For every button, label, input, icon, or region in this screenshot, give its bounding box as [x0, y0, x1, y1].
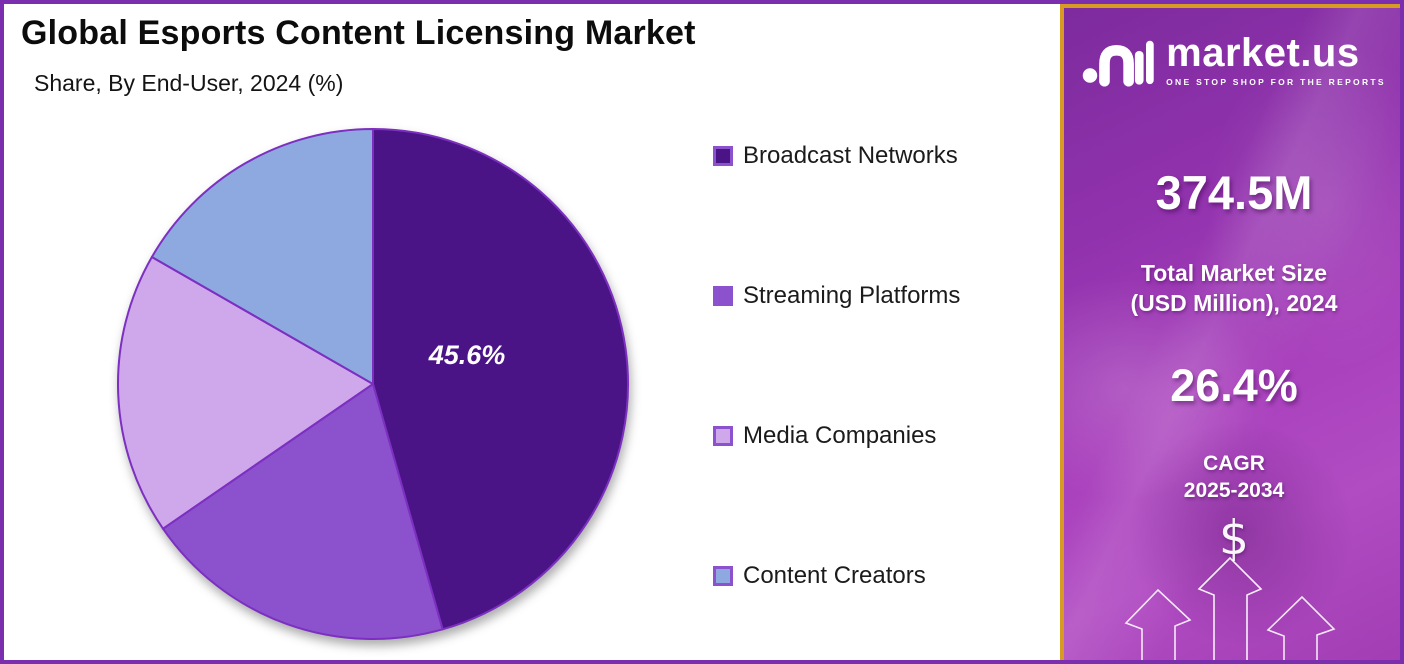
cagr-label-line2: 2025-2034	[1183, 479, 1285, 503]
legend-item-streaming-platforms: Streaming Platforms	[713, 275, 960, 317]
marketus-logo-icon	[1082, 40, 1154, 87]
pie-chart	[117, 128, 629, 640]
cagr-label: CAGR 2025-2034	[1064, 450, 1400, 505]
total-market-size-label-line2: (USD Million), 2024	[1130, 290, 1338, 317]
page-title: Global Esports Content Licensing Market	[21, 14, 696, 52]
legend-swatch-icon	[713, 146, 733, 166]
growth-arrows-icon	[1124, 556, 1336, 660]
legend-label: Broadcast Networks	[743, 142, 958, 169]
legend-item-media-companies: Media Companies	[713, 415, 960, 457]
legend-swatch-icon	[713, 286, 733, 306]
legend-item-broadcast-networks: Broadcast Networks	[713, 135, 960, 177]
total-market-size-value: 374.5M	[1155, 166, 1313, 219]
pie-slice-broadcast-networks	[372, 128, 629, 631]
total-market-size-label-line1: Total Market Size	[1140, 260, 1328, 286]
legend-swatch-icon	[713, 566, 733, 586]
brand-sidebar: market.us ONE STOP SHOP FOR THE REPORTS …	[1060, 4, 1400, 660]
legend-item-content-creators: Content Creators	[713, 555, 960, 597]
pie-share-label: 45.6%	[428, 340, 506, 370]
logo-tagline: ONE STOP SHOP FOR THE REPORTS	[1166, 77, 1386, 87]
cagr-label-line1: CAGR	[1203, 452, 1265, 475]
dollar-symbol: $	[1219, 511, 1249, 566]
pie-slice-content-creators	[150, 128, 374, 385]
logo: market.us ONE STOP SHOP FOR THE REPORTS	[1064, 32, 1400, 88]
page-subtitle: Share, By End-User, 2024 (%)	[34, 70, 344, 96]
legend-swatch-icon	[713, 426, 733, 446]
pie-slice-streaming-platforms	[162, 383, 444, 640]
legend-label: Media Companies	[743, 422, 937, 449]
pie-slice-media-companies	[117, 255, 374, 530]
total-market-size-label: Total Market Size (USD Million), 2024	[1064, 258, 1400, 319]
logo-text-block: market.us ONE STOP SHOP FOR THE REPORTS	[1166, 33, 1386, 87]
legend-label: Streaming Platforms	[743, 282, 961, 309]
chart-legend: Broadcast Networks Streaming Platforms Med…	[713, 135, 960, 660]
legend-label: Content Creators	[743, 562, 926, 589]
logo-name: market.us	[1166, 31, 1360, 75]
cagr-value: 26.4%	[1170, 360, 1298, 411]
